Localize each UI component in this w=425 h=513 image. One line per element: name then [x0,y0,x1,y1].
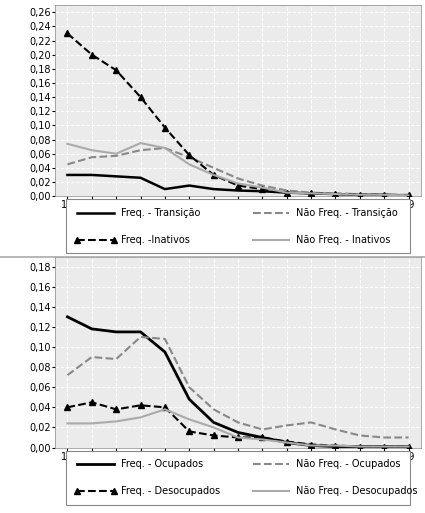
Text: Freq. - Transição: Freq. - Transição [121,208,201,218]
FancyBboxPatch shape [66,450,410,505]
Text: Não Freq. - Desocupados: Não Freq. - Desocupados [297,486,418,496]
Text: Freq. - Desocupados: Freq. - Desocupados [121,486,220,496]
Text: Não Freq. - Inativos: Não Freq. - Inativos [297,234,391,245]
Text: Freq. - Ocupados: Freq. - Ocupados [121,460,203,469]
Text: Não Freq. - Ocupados: Não Freq. - Ocupados [297,460,401,469]
FancyBboxPatch shape [66,199,410,253]
Text: Não Freq. - Transição: Não Freq. - Transição [297,208,398,218]
Text: Freq. -Inativos: Freq. -Inativos [121,234,190,245]
